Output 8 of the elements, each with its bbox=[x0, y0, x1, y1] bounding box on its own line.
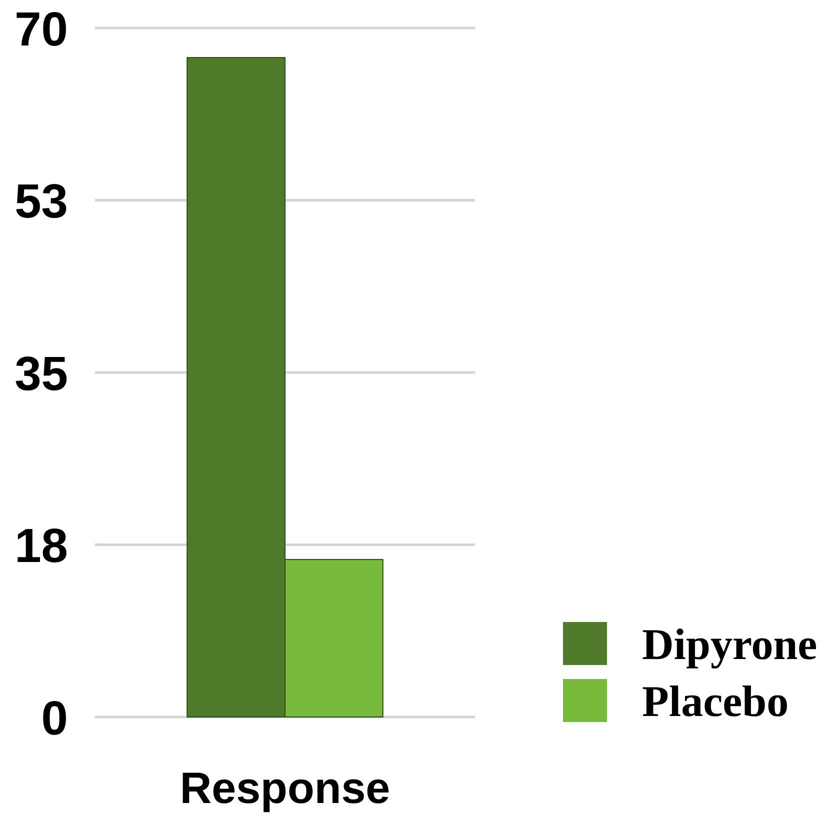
y-tick-label: 0 bbox=[41, 692, 68, 746]
y-tick-label: 53 bbox=[14, 176, 68, 229]
legend-label: Placebo bbox=[642, 677, 789, 726]
x-tick-label: Response bbox=[180, 764, 390, 813]
y-tick-label: 35 bbox=[14, 348, 68, 401]
y-tick-label: 70 bbox=[14, 3, 68, 56]
legend-label: Dipyrone bbox=[642, 620, 818, 669]
y-tick-label: 18 bbox=[14, 520, 68, 574]
